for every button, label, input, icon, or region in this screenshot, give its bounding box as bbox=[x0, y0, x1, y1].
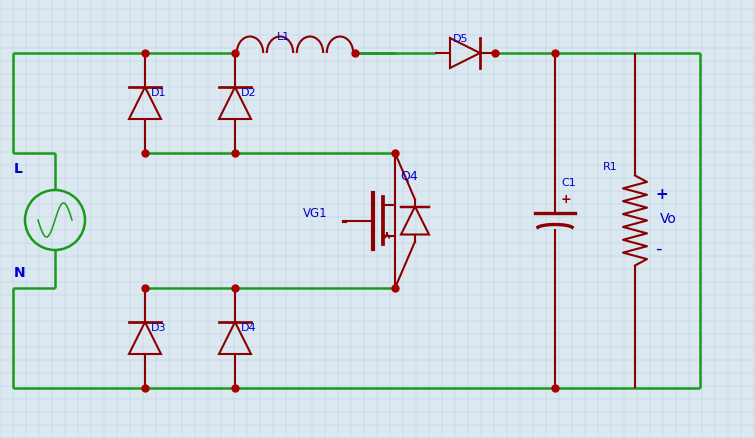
Text: N: N bbox=[14, 265, 26, 279]
Text: +: + bbox=[561, 193, 572, 206]
Text: D1: D1 bbox=[151, 88, 167, 98]
Text: C1: C1 bbox=[561, 178, 576, 188]
Text: +: + bbox=[655, 187, 667, 202]
Text: Vo: Vo bbox=[660, 212, 677, 226]
Text: VG1: VG1 bbox=[303, 207, 328, 220]
Text: Q4: Q4 bbox=[400, 169, 418, 182]
Text: L1: L1 bbox=[277, 32, 290, 42]
Text: -: - bbox=[655, 239, 661, 257]
Text: D3: D3 bbox=[151, 322, 167, 332]
Text: L: L bbox=[14, 162, 23, 176]
Text: D4: D4 bbox=[241, 322, 257, 332]
Text: D2: D2 bbox=[241, 88, 257, 98]
Text: R1: R1 bbox=[603, 162, 618, 172]
Text: D5: D5 bbox=[453, 34, 469, 44]
